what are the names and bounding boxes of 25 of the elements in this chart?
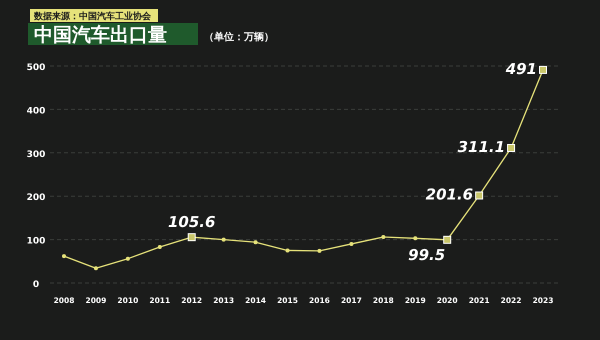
source-note: 数据来源：中国汽车工业协会 <box>33 11 152 22</box>
point <box>62 254 66 258</box>
chart-subtitle: （单位：万辆） <box>204 31 274 43</box>
point <box>126 256 130 261</box>
y-tick-label: 300 <box>26 150 46 160</box>
point <box>413 236 418 240</box>
point <box>254 240 258 244</box>
data-label: 491 <box>504 60 537 78</box>
point <box>94 266 98 270</box>
point <box>381 234 386 239</box>
y-tick-label: 400 <box>26 106 46 116</box>
data-label: 105.6 <box>168 213 216 232</box>
data-label: 99.5 <box>408 246 446 264</box>
chart-title: 中国汽车出口量 <box>34 24 167 46</box>
y-tick-label: 0 <box>32 280 40 290</box>
y-tick-label: 500 <box>26 63 46 73</box>
point <box>286 248 290 252</box>
point <box>158 244 162 249</box>
y-tick-label: 100 <box>26 236 46 247</box>
y-tick-label: 200 <box>26 193 46 204</box>
point <box>349 242 354 246</box>
data-label: 201.6 <box>426 186 474 204</box>
point <box>222 238 226 242</box>
data-label: 311.1 <box>458 138 506 156</box>
point <box>317 248 322 253</box>
